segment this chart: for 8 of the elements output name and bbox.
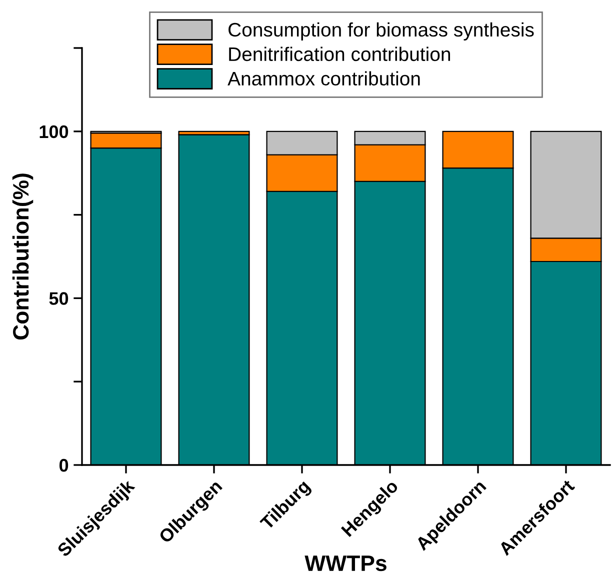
legend-label: Anammox contribution [228,71,420,86]
legend-label: Denitrification contribution [229,46,450,62]
y-tick-label: 50 [49,292,68,305]
x-axis-title: WWTPs [304,556,386,572]
legend-label: Consumption for biomass synthesis [228,22,534,40]
y-tick-label: 100 [40,125,68,138]
y-tick-label: 0 [59,458,68,472]
y-axis-title: Contribution(%) [12,174,34,340]
